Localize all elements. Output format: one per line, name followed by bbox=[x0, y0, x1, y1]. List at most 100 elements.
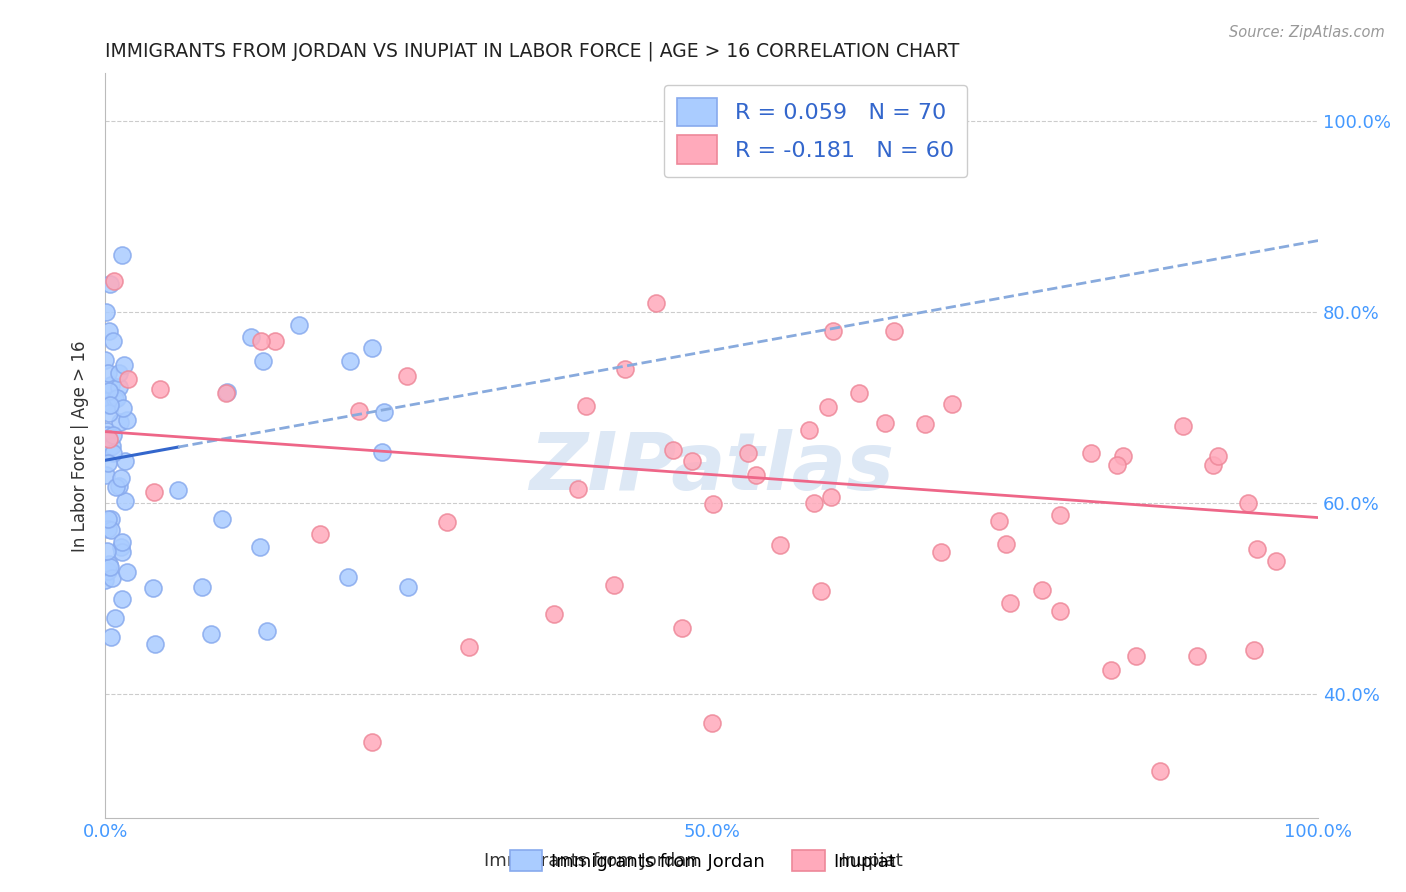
Point bbox=[100, 630, 122, 644]
Point bbox=[149, 382, 172, 396]
Point bbox=[108, 415, 131, 429]
Point bbox=[875, 416, 897, 430]
Point bbox=[1185, 649, 1208, 664]
Point bbox=[104, 480, 127, 494]
Point bbox=[371, 445, 394, 459]
Point bbox=[103, 428, 125, 442]
Point bbox=[97, 456, 120, 470]
Point bbox=[100, 439, 122, 453]
Point bbox=[543, 607, 565, 621]
Point bbox=[1264, 554, 1286, 568]
Point bbox=[100, 560, 122, 574]
Point bbox=[848, 385, 870, 400]
Point bbox=[239, 329, 262, 343]
Point bbox=[256, 624, 278, 638]
Point bbox=[105, 391, 128, 405]
Point bbox=[1111, 449, 1133, 463]
Point bbox=[110, 471, 132, 485]
Point bbox=[1201, 458, 1223, 472]
Point bbox=[1049, 508, 1071, 522]
Point bbox=[436, 515, 458, 529]
Text: IMMIGRANTS FROM JORDAN VS INUPIAT IN LABOR FORCE | AGE > 16 CORRELATION CHART: IMMIGRANTS FROM JORDAN VS INUPIAT IN LAB… bbox=[105, 42, 959, 62]
Point bbox=[100, 512, 122, 526]
Point bbox=[108, 380, 131, 394]
Point bbox=[115, 566, 138, 580]
Point bbox=[1171, 418, 1194, 433]
Point bbox=[745, 467, 768, 482]
Point bbox=[336, 570, 359, 584]
Point bbox=[398, 580, 420, 594]
Point bbox=[110, 541, 132, 555]
Point bbox=[988, 514, 1011, 528]
Point bbox=[681, 454, 703, 468]
Point bbox=[914, 417, 936, 431]
Point bbox=[373, 404, 395, 418]
Point bbox=[94, 305, 117, 319]
Point bbox=[97, 367, 120, 381]
Point bbox=[661, 442, 683, 457]
Point bbox=[1031, 583, 1053, 598]
Point bbox=[142, 582, 165, 596]
Point bbox=[1000, 596, 1022, 610]
Point bbox=[98, 397, 121, 411]
Point bbox=[103, 274, 125, 288]
Point bbox=[883, 324, 905, 338]
Point bbox=[97, 384, 120, 399]
Point bbox=[817, 400, 839, 414]
Point bbox=[97, 522, 120, 536]
Point bbox=[803, 496, 825, 510]
Point bbox=[820, 490, 842, 504]
Point bbox=[167, 483, 190, 498]
Point bbox=[458, 640, 481, 654]
Point bbox=[97, 564, 120, 578]
Point bbox=[1125, 649, 1147, 664]
Point bbox=[143, 484, 166, 499]
Point bbox=[215, 385, 238, 400]
Point bbox=[108, 366, 131, 380]
Point bbox=[567, 483, 589, 497]
Point bbox=[994, 536, 1017, 550]
Point bbox=[1206, 450, 1229, 464]
Point bbox=[101, 571, 124, 585]
Point bbox=[1236, 496, 1258, 510]
Point bbox=[114, 453, 136, 467]
Point bbox=[191, 580, 214, 594]
Point bbox=[309, 526, 332, 541]
Point bbox=[603, 578, 626, 592]
Point bbox=[98, 406, 121, 420]
Point bbox=[645, 296, 668, 310]
Legend: Immigrants from Jordan, Inupiat: Immigrants from Jordan, Inupiat bbox=[502, 843, 904, 879]
Point bbox=[200, 627, 222, 641]
Point bbox=[98, 277, 121, 291]
Point bbox=[98, 558, 121, 572]
Point bbox=[143, 637, 166, 651]
Point bbox=[1246, 542, 1268, 557]
Text: ZIPatlas: ZIPatlas bbox=[529, 429, 894, 508]
Point bbox=[110, 248, 132, 262]
Point bbox=[211, 512, 233, 526]
Point bbox=[1243, 642, 1265, 657]
Point bbox=[108, 479, 131, 493]
Point bbox=[101, 334, 124, 348]
Point bbox=[1149, 764, 1171, 778]
Point bbox=[111, 401, 134, 415]
Point bbox=[700, 715, 723, 730]
Point bbox=[361, 735, 384, 749]
Point bbox=[821, 324, 844, 338]
Point bbox=[264, 334, 287, 348]
Point bbox=[252, 354, 274, 368]
Y-axis label: In Labor Force | Age > 16: In Labor Force | Age > 16 bbox=[72, 340, 89, 551]
Point bbox=[702, 497, 724, 511]
Point bbox=[810, 584, 832, 599]
Point bbox=[100, 377, 122, 392]
Point bbox=[288, 318, 311, 333]
Point bbox=[94, 394, 117, 409]
Point bbox=[114, 494, 136, 508]
Point bbox=[671, 621, 693, 635]
Point bbox=[117, 372, 139, 386]
Point bbox=[97, 398, 120, 412]
Point bbox=[769, 538, 792, 552]
Point bbox=[112, 359, 135, 373]
Point bbox=[1105, 458, 1128, 472]
Point bbox=[929, 544, 952, 558]
